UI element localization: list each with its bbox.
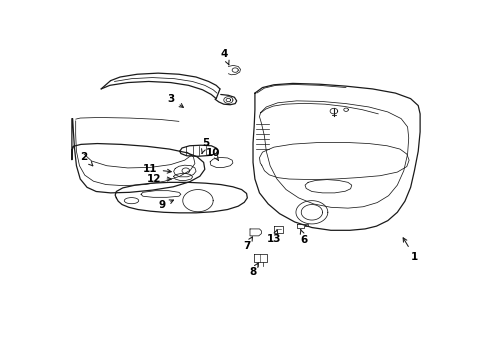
Text: 7: 7 xyxy=(244,237,252,251)
Text: 4: 4 xyxy=(221,49,229,65)
Text: 8: 8 xyxy=(249,263,258,277)
Text: 12: 12 xyxy=(147,174,171,184)
Text: 10: 10 xyxy=(206,148,220,161)
Text: 1: 1 xyxy=(403,238,418,262)
Text: 13: 13 xyxy=(267,230,281,244)
Text: 5: 5 xyxy=(201,138,209,153)
Text: 6: 6 xyxy=(300,230,308,245)
Text: 2: 2 xyxy=(80,152,93,166)
Text: 11: 11 xyxy=(143,164,171,174)
Text: 3: 3 xyxy=(168,94,183,107)
Text: 9: 9 xyxy=(158,200,173,210)
